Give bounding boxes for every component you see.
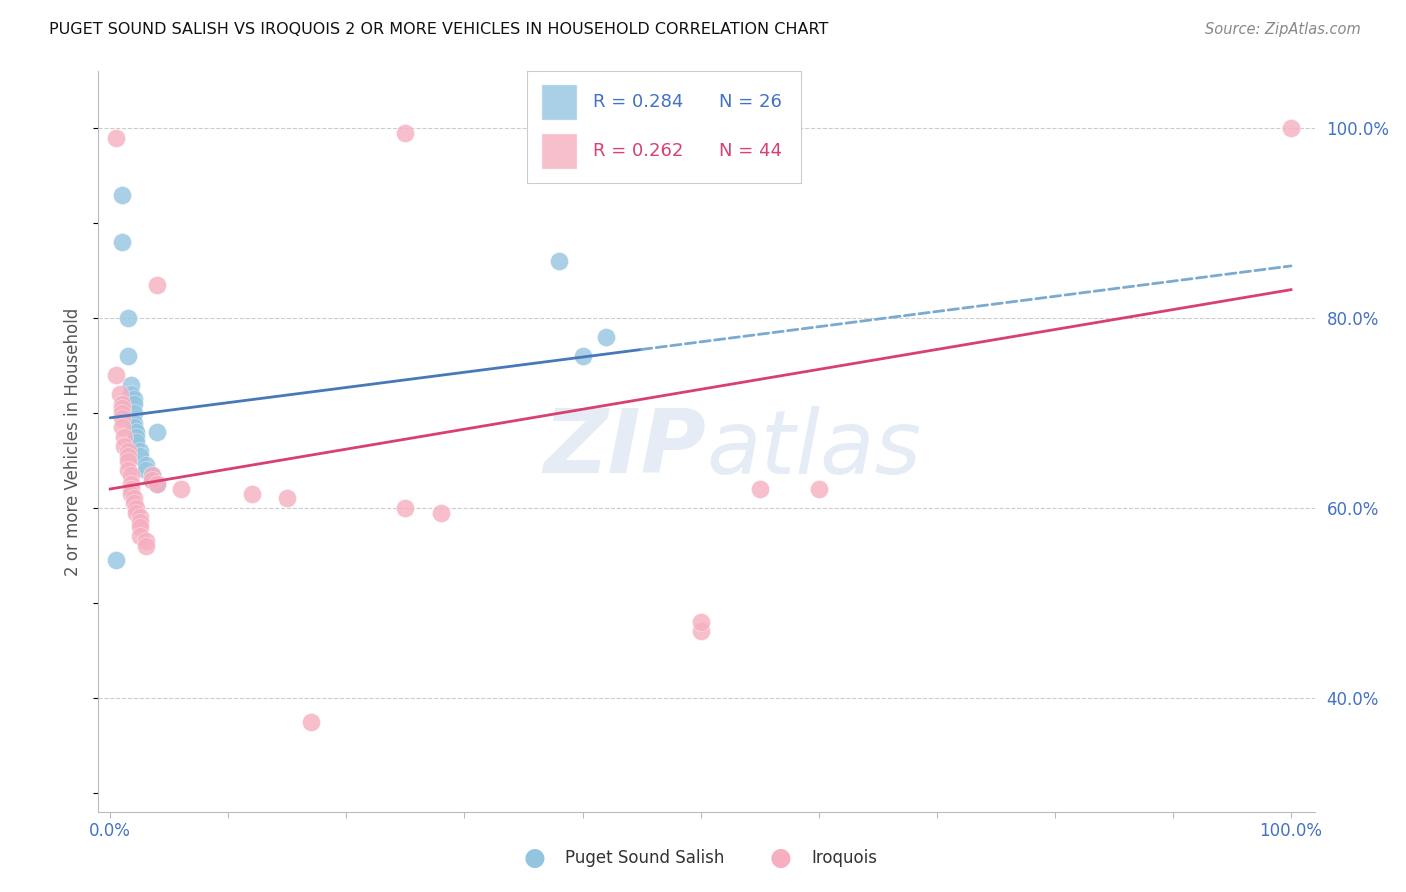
Text: atlas: atlas (707, 406, 921, 492)
Point (111, 401, 134, 416)
Point (122, 396, 145, 410)
Point (394, 500, 416, 515)
Point (121, 477, 143, 491)
Text: N = 26: N = 26 (720, 93, 782, 111)
Text: ●: ● (523, 847, 546, 870)
Point (111, 187, 134, 202)
Point (121, 467, 143, 482)
Point (689, 624, 711, 639)
Point (128, 520, 150, 534)
Point (146, 277, 169, 292)
Point (117, 311, 139, 326)
Bar (541, 84, 576, 120)
Point (807, 482, 830, 496)
Point (128, 515, 150, 529)
Point (125, 425, 148, 439)
Point (105, 553, 128, 567)
Point (117, 444, 139, 458)
Text: PUGET SOUND SALISH VS IROQUOIS 2 OR MORE VEHICLES IN HOUSEHOLD CORRELATION CHART: PUGET SOUND SALISH VS IROQUOIS 2 OR MORE… (49, 22, 828, 37)
Point (122, 392, 145, 406)
Text: Iroquois: Iroquois (811, 849, 877, 867)
Point (125, 506, 148, 520)
Point (394, 126, 416, 140)
Point (122, 491, 145, 506)
Point (108, 387, 131, 401)
Point (141, 473, 163, 487)
Point (170, 482, 193, 496)
Text: ●: ● (769, 847, 792, 870)
Point (146, 477, 169, 491)
Point (146, 425, 169, 439)
Point (141, 473, 163, 487)
Point (117, 463, 139, 477)
Point (299, 714, 322, 729)
Point (430, 506, 453, 520)
Point (111, 410, 134, 425)
Point (112, 430, 135, 444)
Text: ZIP: ZIP (544, 406, 707, 492)
Point (121, 487, 143, 501)
Point (571, 349, 593, 363)
Point (128, 529, 150, 543)
Point (128, 510, 150, 524)
Point (135, 463, 157, 477)
Point (112, 439, 135, 453)
Point (111, 235, 134, 250)
Point (117, 349, 139, 363)
Point (117, 453, 139, 467)
Point (135, 458, 157, 473)
Point (111, 406, 134, 420)
Point (689, 615, 711, 629)
Point (125, 500, 148, 515)
Point (548, 254, 571, 268)
Point (122, 420, 145, 434)
Point (135, 534, 157, 549)
Point (105, 368, 128, 383)
Bar (541, 133, 576, 169)
Point (121, 482, 143, 496)
Point (141, 467, 163, 482)
Point (128, 449, 150, 463)
Point (121, 377, 143, 392)
Point (121, 387, 143, 401)
Point (276, 491, 298, 506)
Y-axis label: 2 or more Vehicles in Household: 2 or more Vehicles in Household (65, 308, 83, 575)
Point (111, 420, 134, 434)
Text: R = 0.262: R = 0.262 (593, 142, 683, 160)
Text: N = 44: N = 44 (720, 142, 782, 160)
Point (111, 396, 134, 410)
Point (146, 477, 169, 491)
Point (240, 487, 263, 501)
Point (125, 430, 148, 444)
Point (122, 496, 145, 510)
Point (135, 539, 157, 553)
Point (128, 444, 150, 458)
Point (105, 130, 128, 145)
Point (595, 330, 617, 344)
Text: Source: ZipAtlas.com: Source: ZipAtlas.com (1205, 22, 1361, 37)
Point (1279, 121, 1302, 136)
Text: R = 0.284: R = 0.284 (593, 93, 683, 111)
Point (141, 467, 163, 482)
Text: Puget Sound Salish: Puget Sound Salish (565, 849, 724, 867)
Point (122, 406, 145, 420)
Point (125, 434, 148, 449)
Point (117, 449, 139, 463)
Point (748, 482, 770, 496)
Point (122, 416, 145, 430)
